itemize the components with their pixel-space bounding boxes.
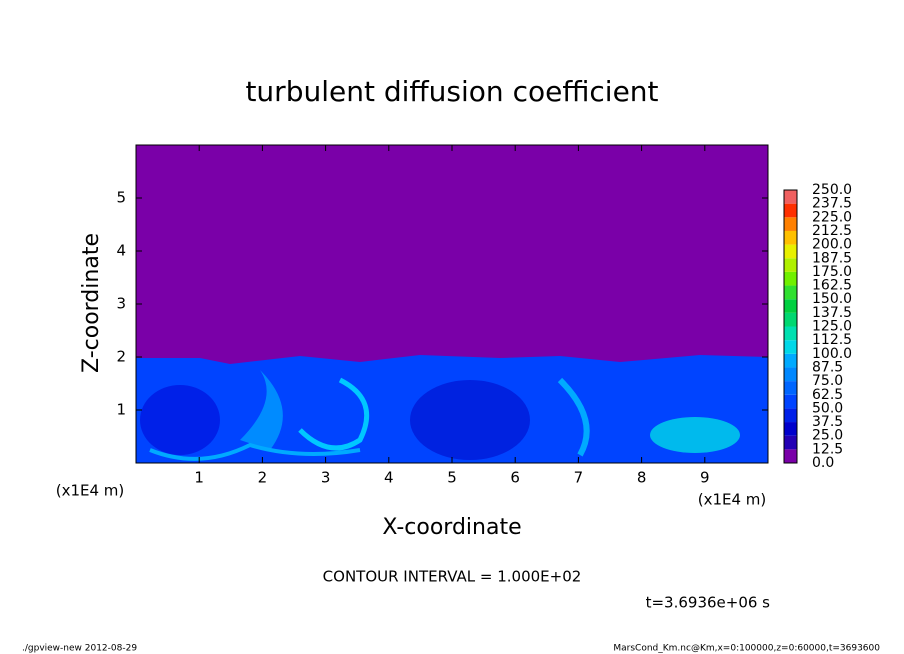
colorbar-label: 25.0 <box>812 428 843 444</box>
x-tick-label: 4 <box>384 469 394 487</box>
colorbar-label: 225.0 <box>812 209 852 225</box>
colorbar-label: 137.5 <box>812 305 852 321</box>
colorbar-bin <box>784 299 797 313</box>
x-tick-label: 8 <box>637 469 647 487</box>
colorbar-label: 162.5 <box>812 278 852 294</box>
y-tick-label: 4 <box>116 242 126 260</box>
colorbar-bin <box>784 285 797 300</box>
colorbar-bin <box>784 217 797 231</box>
colorbar-label: 237.5 <box>812 196 852 212</box>
colorbar-frame <box>783 189 798 464</box>
colorbar-bin <box>784 340 797 354</box>
colorbar-bin <box>784 203 797 218</box>
x-axis-label: X-coordinate <box>382 515 521 540</box>
colorbar-label: 150.0 <box>812 291 852 307</box>
x-tick-label: 1 <box>194 469 204 487</box>
colorbar-bin <box>784 367 797 382</box>
y-tick-label: 3 <box>116 295 126 313</box>
x-tick-label: 9 <box>700 469 710 487</box>
field-image <box>136 145 768 463</box>
y-tick-label: 1 <box>116 401 126 419</box>
colorbar-bin <box>784 449 797 463</box>
x-tick-label: 5 <box>447 469 457 487</box>
colorbar-label: 200.0 <box>812 237 852 253</box>
colorbar-label: 175.0 <box>812 264 852 280</box>
colorbar-bin <box>784 190 797 204</box>
colorbar-bin <box>784 408 797 423</box>
x-tick-label: 7 <box>574 469 584 487</box>
colorbar-label: 112.5 <box>812 332 852 348</box>
colorbar-bin <box>784 312 797 327</box>
colorbar-label: 50.0 <box>812 400 843 416</box>
x-tick-label: 2 <box>258 469 268 487</box>
colorbar-label: 12.5 <box>812 441 843 457</box>
colorbar-bin <box>784 435 797 450</box>
colorbar-bin <box>784 230 797 245</box>
colorbar-bin <box>784 244 797 259</box>
colorbar-bin <box>784 271 797 286</box>
footer-left: ./gpview-new 2012-08-29 <box>22 644 137 654</box>
colorbar-label: 212.5 <box>812 223 852 239</box>
contour-note: CONTOUR INTERVAL = 1.000E+02 <box>323 568 582 586</box>
colorbar-bin <box>784 394 797 409</box>
colorbar-bin <box>784 381 797 395</box>
footer-right: MarsCond_Km.nc@Km,x=0:100000,z=0:60000,t… <box>613 644 880 654</box>
x-unit: (x1E4 m) <box>698 491 767 509</box>
colorbar-label: 75.0 <box>812 373 843 389</box>
colorbar-label: 62.5 <box>812 387 843 403</box>
colorbar-bin <box>784 353 797 368</box>
y-axis-label: Z-coordinate <box>79 233 104 373</box>
colorbar-bin <box>784 258 797 272</box>
chart-title: turbulent diffusion coefficient <box>245 75 658 108</box>
y-tick-label: 2 <box>116 348 126 366</box>
colorbar-label: 37.5 <box>812 414 843 430</box>
colorbar-bin <box>784 422 797 436</box>
x-tick-label: 6 <box>510 469 520 487</box>
time-label: t=3.6936e+06 s <box>646 594 771 612</box>
colorbar-label: 87.5 <box>812 359 843 375</box>
x-tick-label: 3 <box>321 469 331 487</box>
y-tick-label: 5 <box>116 189 126 207</box>
colorbar-bin <box>784 326 797 341</box>
colorbar-label: 250.0 <box>812 182 852 198</box>
colorbar-label: 125.0 <box>812 319 852 335</box>
colorbar-label: 187.5 <box>812 250 852 266</box>
y-unit: (x1E4 m) <box>56 482 125 500</box>
colorbar-label: 100.0 <box>812 346 852 362</box>
colorbar-label: 0.0 <box>812 455 834 471</box>
